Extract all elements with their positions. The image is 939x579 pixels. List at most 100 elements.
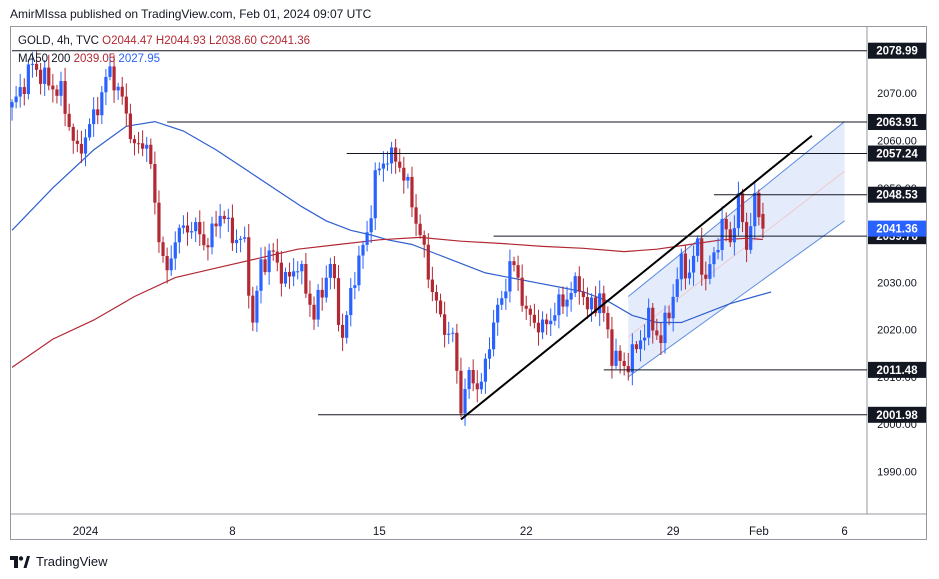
ma-label[interactable]: MA50 200 bbox=[18, 53, 71, 65]
candle-body bbox=[451, 332, 455, 334]
candle-body bbox=[124, 96, 128, 114]
candle-body bbox=[247, 237, 251, 296]
channel-upper-line bbox=[627, 121, 845, 297]
candle-body bbox=[704, 274, 708, 279]
candle-body bbox=[149, 144, 153, 165]
candle-body bbox=[691, 255, 696, 273]
candle-body bbox=[287, 272, 292, 277]
candle-body bbox=[336, 278, 341, 325]
candle-body bbox=[59, 81, 63, 96]
candle-body bbox=[434, 292, 439, 301]
candle-body bbox=[238, 238, 243, 240]
candle-body bbox=[92, 109, 96, 125]
candle-body bbox=[292, 271, 296, 277]
candle-body bbox=[75, 140, 79, 144]
candle-body bbox=[732, 228, 736, 243]
time-tick-label: 2024 bbox=[73, 526, 99, 538]
candle-body bbox=[687, 272, 692, 279]
candle-body bbox=[243, 237, 247, 239]
candle-body bbox=[22, 87, 26, 95]
candle-body bbox=[104, 76, 108, 93]
candle-body bbox=[663, 312, 667, 344]
candle-body bbox=[467, 370, 471, 390]
candle-body bbox=[79, 143, 84, 154]
candle-body bbox=[536, 322, 541, 333]
ma200-value: 2039.05 bbox=[73, 53, 116, 65]
candle-body bbox=[369, 218, 373, 233]
candle-body bbox=[459, 370, 463, 414]
candle-body bbox=[349, 287, 353, 316]
candle-body bbox=[34, 63, 39, 70]
candle-body bbox=[361, 244, 365, 256]
level-price-tag-bg bbox=[868, 145, 926, 162]
candle-body bbox=[67, 113, 71, 127]
level-price-tag-bg bbox=[868, 406, 926, 423]
candle-body bbox=[345, 315, 349, 338]
candle-body bbox=[234, 239, 239, 244]
level-price-tag-bg bbox=[868, 361, 926, 378]
candle-body bbox=[300, 263, 304, 272]
candle-body bbox=[230, 217, 235, 244]
candle-body bbox=[263, 259, 267, 273]
symbol-label[interactable]: GOLD, 4h, TVC bbox=[18, 35, 99, 47]
candle-body bbox=[712, 252, 716, 265]
candle-body bbox=[724, 219, 728, 230]
candle-body bbox=[532, 314, 537, 323]
candle-body bbox=[47, 67, 51, 86]
candle-body bbox=[585, 297, 590, 310]
ma50-value: 2027.95 bbox=[118, 53, 160, 65]
candle-body bbox=[389, 147, 394, 164]
candle-body bbox=[683, 253, 687, 279]
level-price-tag: 2078.99 bbox=[876, 46, 918, 58]
candle-body bbox=[340, 324, 345, 338]
candle-body bbox=[573, 276, 577, 294]
price-tick-label: 2020.00 bbox=[877, 325, 917, 337]
candle-body bbox=[463, 389, 467, 414]
candle-body bbox=[18, 87, 22, 97]
open-value: O2044.47 bbox=[102, 35, 153, 47]
candle-body bbox=[475, 383, 479, 390]
candle-body bbox=[43, 67, 47, 84]
candle-body bbox=[128, 113, 132, 140]
candle-body bbox=[275, 251, 279, 263]
tradingview-brand[interactable]: TradingView bbox=[10, 554, 108, 569]
channel-lower-line bbox=[627, 220, 845, 378]
candle-body bbox=[214, 223, 218, 227]
candle-body bbox=[606, 312, 610, 330]
candle-body bbox=[524, 305, 528, 309]
current-price-tag: 2041.36 bbox=[876, 224, 918, 236]
candle-body bbox=[267, 250, 271, 273]
candle-body bbox=[198, 222, 202, 235]
candle-body bbox=[577, 276, 581, 292]
candle-body bbox=[320, 289, 324, 298]
candle-body bbox=[647, 307, 651, 338]
candle-body bbox=[26, 64, 30, 95]
candle-body bbox=[740, 193, 745, 223]
level-price-tag-bg bbox=[868, 113, 926, 130]
chart-frame bbox=[10, 26, 927, 540]
publisher-line: AmirMIssa published on TradingView.com, … bbox=[10, 7, 372, 21]
candle-body bbox=[296, 271, 300, 273]
price-tick-label: 2070.00 bbox=[877, 88, 917, 100]
candle-body bbox=[328, 263, 332, 278]
candle-body bbox=[659, 335, 663, 344]
candle-body bbox=[202, 234, 206, 246]
candle-body bbox=[581, 291, 585, 298]
candle-body bbox=[141, 143, 145, 149]
candle-body bbox=[520, 277, 524, 306]
time-tick-label: 6 bbox=[841, 526, 847, 538]
candle-body bbox=[565, 299, 569, 307]
candle-body bbox=[10, 102, 14, 108]
candle-body bbox=[736, 193, 741, 229]
ma-legend: MA50 200 2039.05 2027.95 bbox=[18, 53, 160, 65]
support-trendline bbox=[460, 134, 813, 421]
candle-body bbox=[30, 63, 35, 65]
candle-body bbox=[512, 261, 516, 266]
candle-body bbox=[516, 265, 520, 278]
candle-body bbox=[377, 168, 381, 171]
candle-body bbox=[181, 225, 186, 228]
candle-body bbox=[194, 222, 198, 232]
candle-body bbox=[422, 235, 426, 245]
candle-body bbox=[557, 294, 561, 316]
